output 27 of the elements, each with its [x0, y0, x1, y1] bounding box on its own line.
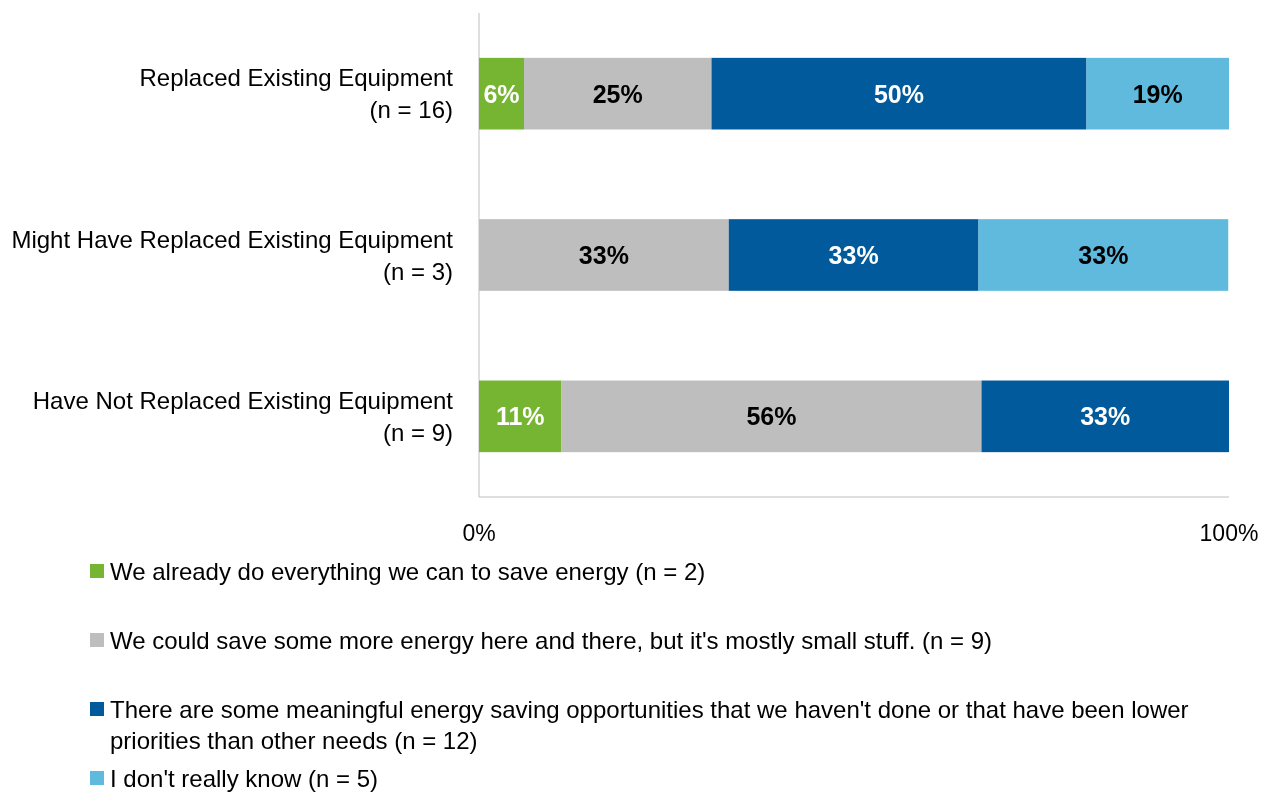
y-tick-label: Might Have Replaced Existing Equipment (n = 3)	[11, 225, 454, 285]
legend-label: There are some meaningful energy saving opportunities that we haven't done or that have been lower priorities than other needs (n = 12)	[110, 695, 1189, 754]
bar	[981, 380, 1229, 453]
bar	[524, 57, 712, 130]
bar	[728, 219, 979, 291]
data-label: 56%	[746, 402, 797, 431]
legend-label: We already do everything we can to save energy (n = 2)	[110, 557, 706, 585]
bar	[711, 57, 1087, 130]
data-label: 25%	[592, 79, 643, 108]
data-label: 33%	[828, 241, 879, 269]
bar	[479, 380, 562, 453]
bar	[561, 380, 982, 453]
x-tick-label: 0%	[462, 520, 496, 546]
x-tick-label: 100%	[1199, 520, 1259, 546]
data-label: 19%	[1132, 79, 1183, 108]
data-label: 6%	[483, 79, 520, 108]
data-label: 33%	[578, 241, 629, 269]
legend-label: I don't really know (n = 5)	[110, 764, 379, 792]
bar	[1086, 57, 1229, 130]
legend-label: We could save some more energy here and there, but it's mostly small stuff. (n = 9)	[110, 626, 993, 654]
data-label: 11%	[495, 402, 545, 431]
y-tick-label: Have Not Replaced Existing Equipment (n = 9)	[32, 386, 454, 446]
data-label: 50%	[873, 79, 925, 108]
data-label: 33%	[1080, 402, 1131, 431]
bar	[978, 219, 1229, 291]
y-tick-label: Replaced Existing Equipment (n = 16)	[139, 64, 454, 124]
data-label: 33%	[1078, 241, 1129, 269]
